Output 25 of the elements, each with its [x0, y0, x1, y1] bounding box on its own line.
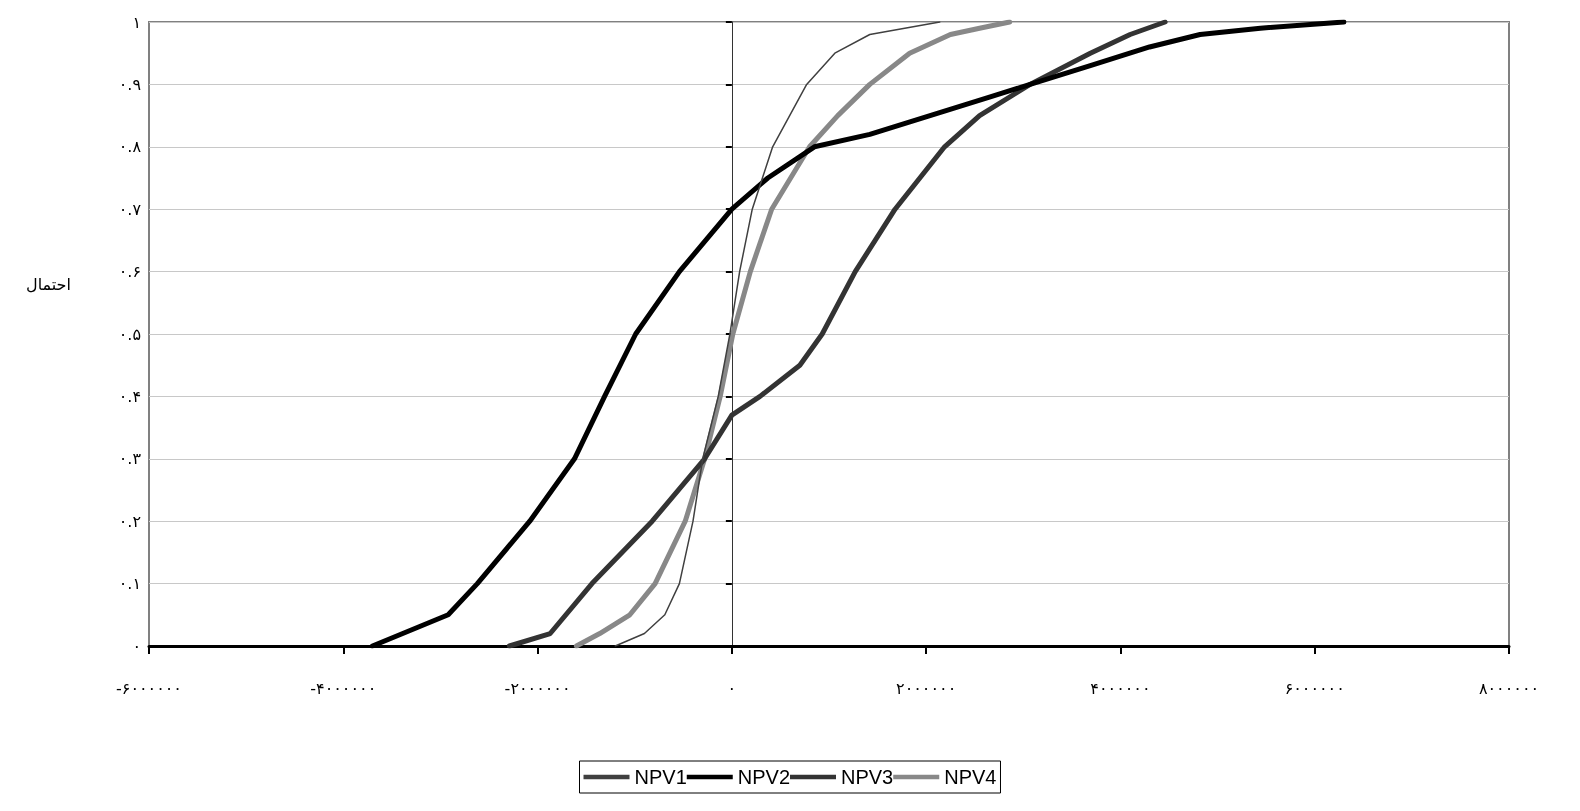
- x-tick-label: ۰: [727, 678, 737, 698]
- y-tick-label: ۰.۸: [118, 137, 142, 157]
- y-tick-label: ۰.۳: [118, 449, 142, 469]
- y-tick-label: ۱: [132, 12, 141, 32]
- y-tick-label: ۰.۵: [118, 324, 141, 344]
- x-tick-label: -۶۰۰۰۰۰۰: [116, 678, 182, 698]
- x-tick-label: ۸۰۰۰۰۰۰: [1478, 678, 1540, 698]
- x-tick-label: -۲۰۰۰۰۰۰: [504, 678, 571, 698]
- y-tick-label: ۰.۶: [118, 262, 141, 282]
- legend-label: NPV1: [634, 766, 687, 788]
- x-tick-label: ۶۰۰۰۰۰۰: [1284, 678, 1345, 698]
- legend-label: NPV3: [841, 766, 894, 788]
- y-tick-label: ۰.۱: [118, 574, 141, 594]
- x-tick-label: ۴۰۰۰۰۰۰: [1090, 678, 1151, 698]
- legend-label: NPV2: [737, 766, 790, 788]
- y-tick-label: ۰.۷: [118, 199, 142, 219]
- y-tick-label: ۰.۴: [118, 386, 141, 406]
- legend-label: NPV4: [944, 766, 997, 788]
- x-tick-label: ۲۰۰۰۰۰۰: [896, 678, 957, 698]
- y-tick-label: ۰.۹: [118, 74, 141, 94]
- y-axis-title: احتمال: [26, 274, 71, 294]
- line-series: [614, 21, 941, 647]
- y-tick-label: ۰: [132, 636, 141, 656]
- y-tick-label: ۰.۲: [118, 511, 141, 531]
- x-tick-label: -۴۰۰۰۰۰۰: [310, 678, 377, 698]
